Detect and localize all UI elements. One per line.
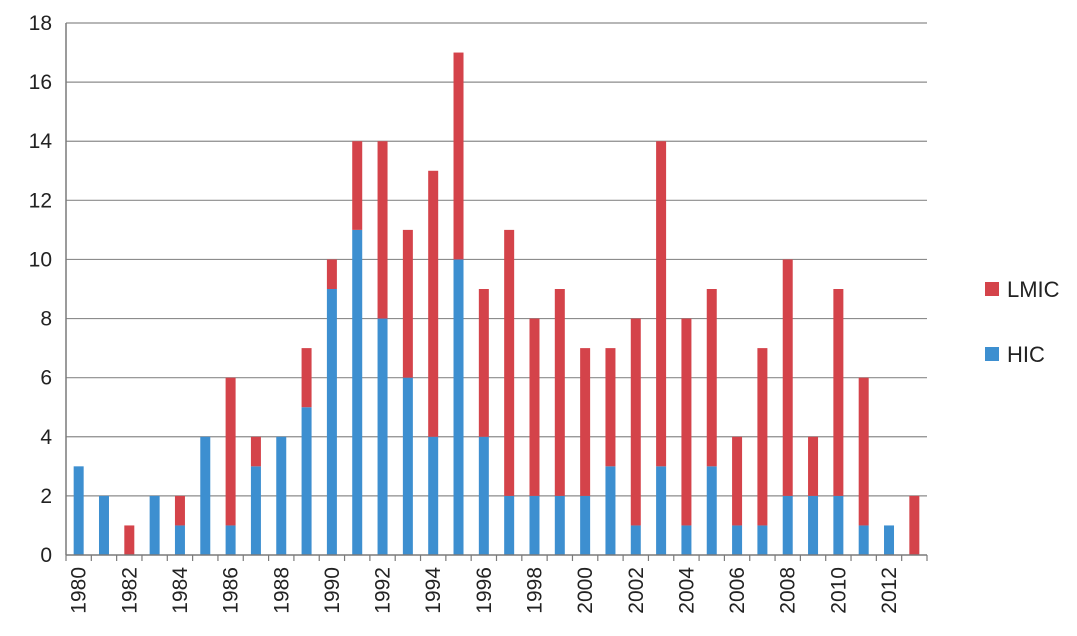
bar-lmic-1982 xyxy=(124,525,135,555)
x-tick-label: 1998 xyxy=(523,567,546,614)
bar-hic-2003 xyxy=(656,466,667,555)
bar-lmic-1997 xyxy=(504,229,515,496)
bar-hic-2005 xyxy=(706,466,717,555)
y-tick-label: 14 xyxy=(29,130,53,153)
bar-hic-1999 xyxy=(554,495,565,555)
bar-lmic-1996 xyxy=(478,289,489,437)
y-axis-ticks: 0 2 4 6 8 10 12 14 16 18 xyxy=(29,12,53,567)
legend-swatch-lmic xyxy=(985,282,999,296)
y-tick-label: 0 xyxy=(40,544,52,567)
bar-lmic-1991 xyxy=(352,141,363,230)
axes xyxy=(65,23,928,561)
bar-lmic-2011 xyxy=(858,377,869,526)
x-tick-label: 1994 xyxy=(422,567,445,614)
bar-hic-1994 xyxy=(428,436,439,555)
bar-lmic-2003 xyxy=(656,141,667,467)
bar-hic-2008 xyxy=(782,495,793,555)
bar-lmic-2002 xyxy=(630,318,641,526)
x-tick-label: 2008 xyxy=(777,567,800,614)
bar-lmic-2000 xyxy=(580,348,591,496)
bar-hic-1980 xyxy=(73,466,84,555)
bar-hic-1985 xyxy=(200,436,211,555)
bar-hic-2009 xyxy=(808,495,819,555)
bar-hic-1983 xyxy=(149,495,160,555)
bar-hic-1997 xyxy=(504,495,515,555)
y-tick-label: 2 xyxy=(40,485,52,508)
bar-lmic-1986 xyxy=(225,377,236,526)
bar-lmic-2010 xyxy=(833,289,844,496)
x-tick-label: 1988 xyxy=(270,567,293,614)
x-tick-label: 1982 xyxy=(118,567,141,614)
bar-lmic-1998 xyxy=(529,318,540,496)
bar-hic-2002 xyxy=(630,525,641,555)
y-tick-label: 12 xyxy=(29,189,52,212)
bar-lmic-1990 xyxy=(326,259,337,289)
bar-hic-1989 xyxy=(301,407,312,555)
x-tick-label: 1986 xyxy=(220,567,243,614)
bar-lmic-2008 xyxy=(782,259,793,496)
bar-hic-1995 xyxy=(453,259,464,555)
x-tick-label: 2012 xyxy=(878,567,901,614)
bar-hic-1988 xyxy=(276,436,287,555)
y-tick-label: 10 xyxy=(29,248,52,271)
bar-hic-1996 xyxy=(478,436,489,555)
legend-label-hic: HIC xyxy=(1007,342,1045,367)
gridlines xyxy=(66,22,927,497)
x-tick-label: 1996 xyxy=(473,567,496,614)
bar-hic-1986 xyxy=(225,525,236,555)
bar-hic-1981 xyxy=(98,495,109,555)
bar-hic-2011 xyxy=(858,525,869,555)
bar-lmic-2009 xyxy=(808,436,819,496)
bar-lmic-1994 xyxy=(428,170,439,437)
bar-hic-2001 xyxy=(605,466,616,555)
bar-lmic-1992 xyxy=(377,141,388,319)
bar-hic-2006 xyxy=(732,525,743,555)
bar-lmic-1984 xyxy=(174,495,185,526)
y-tick-label: 4 xyxy=(40,426,52,449)
bar-hic-1991 xyxy=(352,229,363,555)
bar-hic-1987 xyxy=(250,466,261,555)
bar-lmic-1993 xyxy=(402,229,413,378)
bar-lmic-2001 xyxy=(605,348,616,467)
bar-lmic-1995 xyxy=(453,52,464,260)
bar-hic-1998 xyxy=(529,495,540,555)
x-tick-label: 2004 xyxy=(675,567,698,614)
x-tick-label: 1992 xyxy=(372,567,395,614)
bar-lmic-2005 xyxy=(706,289,717,467)
x-tick-label: 2006 xyxy=(726,567,749,614)
x-tick-label: 2010 xyxy=(827,567,850,614)
bar-lmic-2006 xyxy=(732,436,743,526)
bar-hic-2010 xyxy=(833,495,844,555)
bar-hic-2012 xyxy=(884,525,895,555)
y-tick-label: 18 xyxy=(29,12,52,35)
legend-swatch-hic xyxy=(985,347,999,361)
bar-hic-1992 xyxy=(377,318,388,555)
bar-lmic-2007 xyxy=(757,348,768,526)
bar-lmic-1989 xyxy=(301,348,312,408)
bar-hic-1984 xyxy=(174,525,185,555)
x-tick-label: 1990 xyxy=(321,567,344,614)
legend-label-lmic: LMIC xyxy=(1007,277,1060,302)
x-tick-label: 1984 xyxy=(169,567,192,614)
bar-hic-2004 xyxy=(681,525,692,555)
bar-hic-2000 xyxy=(580,495,591,555)
bars xyxy=(73,52,920,555)
y-tick-label: 8 xyxy=(40,308,52,331)
bar-hic-2007 xyxy=(757,525,768,555)
y-tick-label: 6 xyxy=(40,367,52,390)
bar-hic-1990 xyxy=(326,289,337,555)
bar-lmic-2013 xyxy=(909,495,920,555)
x-tick-label: 1980 xyxy=(68,567,91,614)
bar-lmic-1987 xyxy=(250,436,261,467)
x-tick-label: 2002 xyxy=(625,567,648,614)
x-axis-ticks: 1980 1982 1984 1986 1988 1990 1992 1994 1996 1998… xyxy=(68,567,901,614)
legend: LMIC HIC xyxy=(985,277,1060,367)
y-tick-label: 16 xyxy=(29,71,52,94)
bar-hic-1993 xyxy=(402,377,413,555)
x-tick-label: 2000 xyxy=(574,567,597,614)
bar-lmic-2004 xyxy=(681,318,692,526)
bar-lmic-1999 xyxy=(554,289,565,496)
